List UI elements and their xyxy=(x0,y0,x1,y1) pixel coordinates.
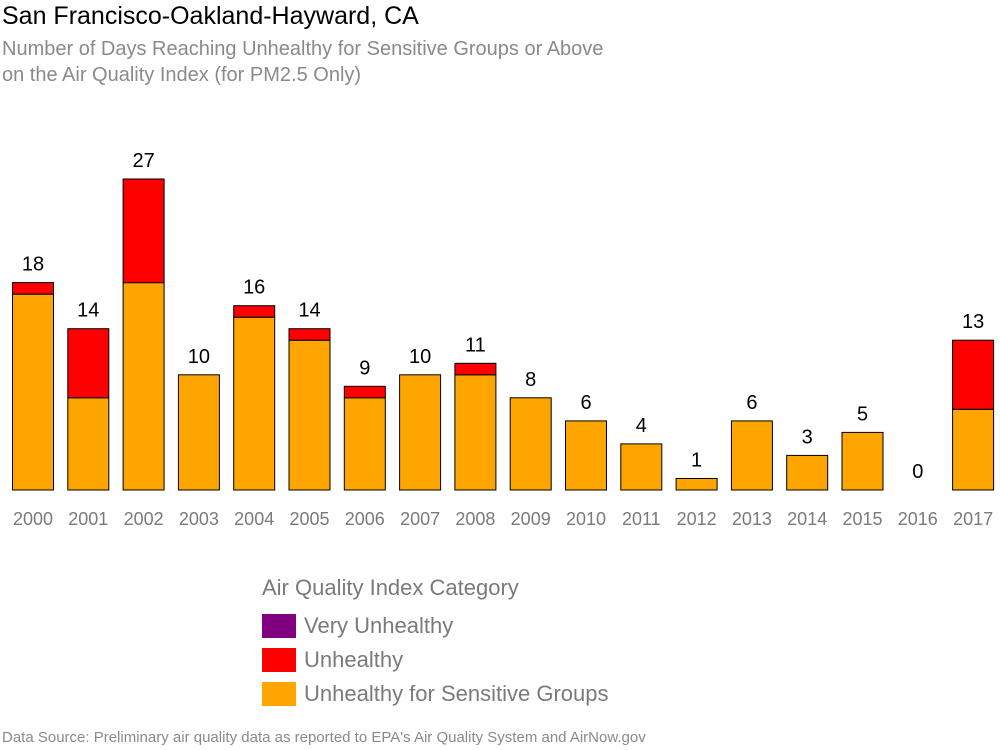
legend-title: Air Quality Index Category xyxy=(262,575,519,600)
legend-swatch-usg xyxy=(262,682,296,706)
x-tick-label-2005: 2005 xyxy=(289,509,329,529)
bar-unhealthy-2017 xyxy=(952,339,995,410)
x-tick-label-2001: 2001 xyxy=(68,509,108,529)
x-tick-label-2011: 2011 xyxy=(622,509,661,529)
bar-unhealthy-for-sensitive-groups-2000 xyxy=(12,293,54,491)
data-label-2005: 14 xyxy=(298,300,320,322)
x-tick-label-2014: 2014 xyxy=(787,509,827,529)
data-label-2009: 8 xyxy=(525,369,536,391)
legend-label-usg: Unhealthy for Sensitive Groups xyxy=(304,681,609,706)
data-label-2017: 13 xyxy=(962,311,984,333)
x-tick-label-2004: 2004 xyxy=(234,509,274,529)
bar-unhealthy-2000 xyxy=(12,282,54,295)
data-label-2003: 10 xyxy=(188,346,210,368)
bar-unhealthy-2008 xyxy=(454,362,497,376)
bar-unhealthy-for-sensitive-groups-2005 xyxy=(288,339,331,491)
bar-unhealthy-2004 xyxy=(233,305,276,318)
legend-label-unhealthy: Unhealthy xyxy=(304,647,404,672)
data-label-2001: 14 xyxy=(77,300,99,322)
bar-unhealthy-for-sensitive-groups-2013 xyxy=(730,420,773,491)
bar-unhealthy-for-sensitive-groups-2010 xyxy=(565,420,607,491)
data-label-2015: 5 xyxy=(857,403,868,425)
bar-unhealthy-for-sensitive-groups-2007 xyxy=(399,374,442,491)
x-tick-label-2016: 2016 xyxy=(898,509,938,529)
data-label-2007: 10 xyxy=(409,346,431,368)
data-label-2004: 16 xyxy=(243,277,265,299)
data-label-2016: 0 xyxy=(912,461,923,483)
bar-unhealthy-2006 xyxy=(343,385,386,399)
legend-item-unhealthy: Unhealthy xyxy=(262,643,609,677)
data-label-2013: 6 xyxy=(746,392,757,414)
bar-unhealthy-2005 xyxy=(288,328,331,341)
x-tick-label-2000: 2000 xyxy=(13,509,53,529)
x-tick-label-2010: 2010 xyxy=(566,509,606,529)
legend-item-very-unhealthy: Very Unhealthy xyxy=(262,609,609,643)
legend-item-usg: Unhealthy for Sensitive Groups xyxy=(262,677,609,711)
bar-unhealthy-for-sensitive-groups-2004 xyxy=(233,316,276,491)
bar-unhealthy-for-sensitive-groups-2009 xyxy=(509,397,552,491)
bar-unhealthy-for-sensitive-groups-2011 xyxy=(620,443,663,491)
legend-swatch-unhealthy xyxy=(262,648,296,672)
bar-unhealthy-for-sensitive-groups-2002 xyxy=(122,282,165,491)
bar-unhealthy-for-sensitive-groups-2017 xyxy=(952,408,995,491)
x-tick-label-2012: 2012 xyxy=(677,509,717,529)
bar-chart: 1820001420012720021020031620041420059200… xyxy=(12,150,995,529)
bar-unhealthy-2002 xyxy=(122,178,165,284)
subtitle-line-2: on the Air Quality Index (for PM2.5 Only… xyxy=(2,64,362,86)
data-label-2011: 4 xyxy=(636,415,647,437)
bar-unhealthy-for-sensitive-groups-2008 xyxy=(454,374,497,491)
chart-subtitle: Number of Days Reaching Unhealthy for Se… xyxy=(2,36,762,88)
subtitle-line-1: Number of Days Reaching Unhealthy for Se… xyxy=(2,38,604,60)
x-tick-label-2007: 2007 xyxy=(400,509,440,529)
data-label-2002: 27 xyxy=(132,150,154,172)
x-tick-label-2015: 2015 xyxy=(842,509,882,529)
bar-unhealthy-for-sensitive-groups-2001 xyxy=(67,397,110,491)
x-tick-label-2002: 2002 xyxy=(124,509,164,529)
x-tick-label-2006: 2006 xyxy=(345,509,385,529)
x-tick-label-2017: 2017 xyxy=(953,509,993,529)
bar-unhealthy-for-sensitive-groups-2012 xyxy=(675,478,718,491)
x-tick-label-2013: 2013 xyxy=(732,509,772,529)
bar-unhealthy-for-sensitive-groups-2015 xyxy=(841,431,884,491)
data-label-2014: 3 xyxy=(802,426,813,448)
legend-swatch-very-unhealthy xyxy=(262,614,296,638)
x-tick-label-2003: 2003 xyxy=(179,509,219,529)
data-label-2008: 11 xyxy=(465,334,486,356)
data-label-2000: 18 xyxy=(22,254,44,276)
bar-unhealthy-for-sensitive-groups-2014 xyxy=(786,454,829,491)
legend-label-very-unhealthy: Very Unhealthy xyxy=(304,613,454,638)
bar-unhealthy-2001 xyxy=(67,328,110,399)
x-tick-label-2008: 2008 xyxy=(455,509,495,529)
bar-unhealthy-for-sensitive-groups-2003 xyxy=(177,374,220,491)
data-label-2010: 6 xyxy=(580,392,591,414)
legend: Air Quality Index Category Very Unhealth… xyxy=(262,575,609,711)
bar-unhealthy-for-sensitive-groups-2006 xyxy=(343,397,386,491)
data-label-2012: 1 xyxy=(691,450,702,472)
x-tick-label-2009: 2009 xyxy=(511,509,551,529)
data-source-note: Data Source: Preliminary air quality dat… xyxy=(2,729,646,746)
chart-title: San Francisco-Oakland-Hayward, CA xyxy=(2,2,419,30)
data-label-2006: 9 xyxy=(359,357,370,379)
